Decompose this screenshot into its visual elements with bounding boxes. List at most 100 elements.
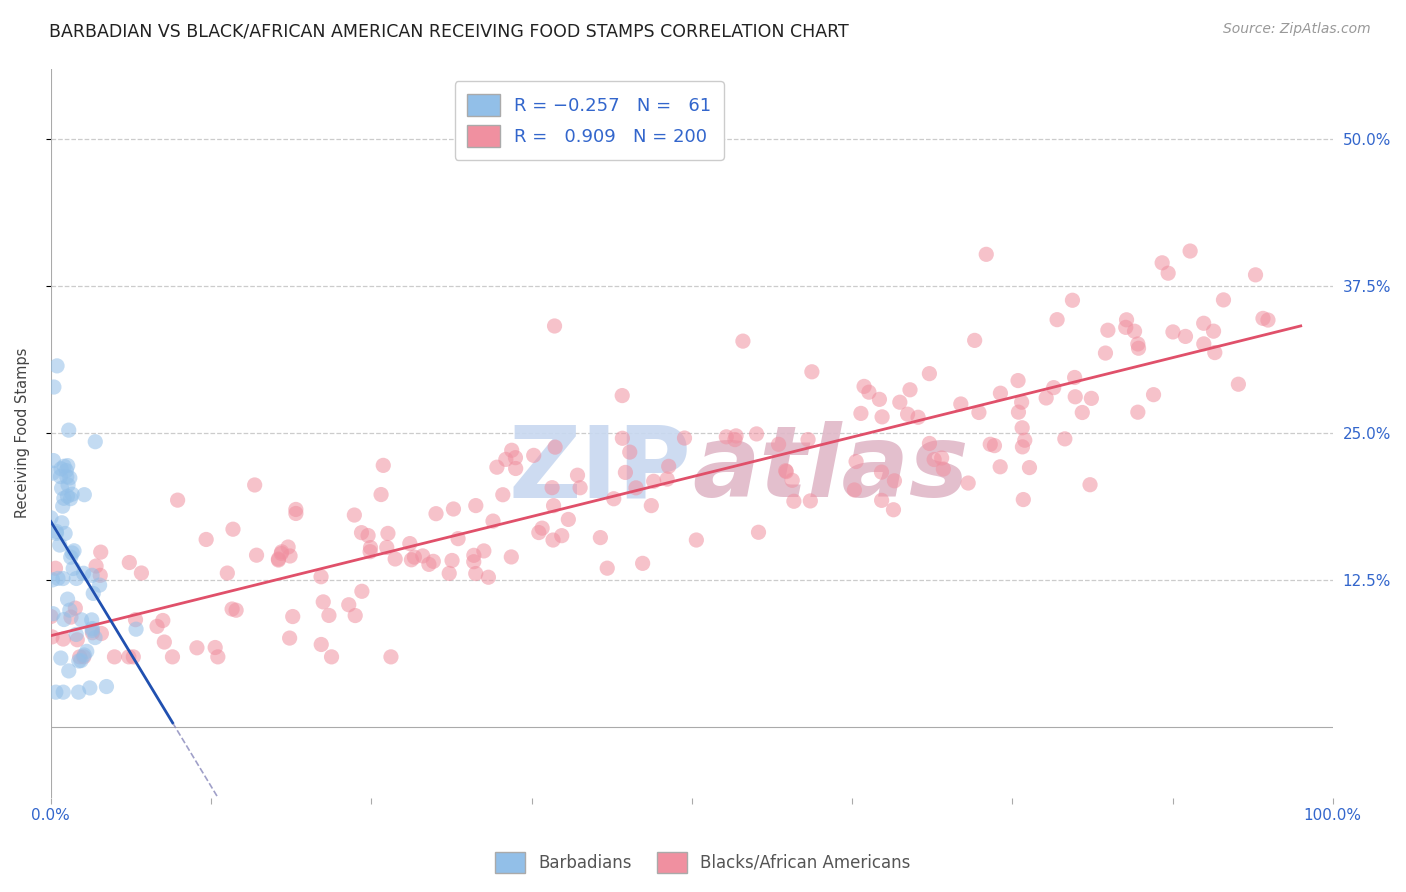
Point: [118, 649, 141, 664]
Point: [849, 406, 872, 420]
Point: [1157, 266, 1180, 280]
Point: [46, 571, 69, 585]
Point: [377, 526, 399, 541]
Point: [482, 514, 505, 528]
Point: [441, 553, 464, 567]
Point: [1115, 313, 1137, 327]
Point: [122, 649, 145, 664]
Point: [543, 499, 565, 513]
Point: [80, 613, 103, 627]
Point: [118, 556, 141, 570]
Point: [162, 649, 184, 664]
Point: [73, 648, 96, 662]
Point: [60, 487, 83, 501]
Point: [868, 392, 890, 407]
Point: [1128, 341, 1150, 355]
Point: [1012, 492, 1035, 507]
Point: [983, 439, 1005, 453]
Point: [56, 478, 79, 492]
Point: [124, 613, 146, 627]
Point: [41, 466, 63, 480]
Point: [1097, 323, 1119, 337]
Point: [204, 640, 226, 655]
Point: [725, 429, 748, 443]
Point: [603, 491, 626, 506]
Point: [619, 445, 641, 459]
Point: [221, 602, 243, 616]
Point: [501, 549, 523, 564]
Point: [53, 526, 76, 541]
Point: [747, 525, 769, 540]
Point: [612, 388, 634, 402]
Point: [988, 459, 1011, 474]
Point: [1123, 324, 1146, 338]
Point: [907, 410, 929, 425]
Point: [800, 365, 823, 379]
Point: [370, 487, 392, 501]
Point: [344, 608, 367, 623]
Point: [589, 531, 612, 545]
Point: [1062, 293, 1084, 308]
Point: [284, 507, 307, 521]
Point: [343, 508, 366, 522]
Point: [55, 464, 77, 478]
Point: [918, 367, 941, 381]
Point: [186, 640, 208, 655]
Point: [42, 453, 65, 467]
Point: [153, 635, 176, 649]
Point: [90, 545, 112, 559]
Point: [797, 433, 820, 447]
Point: [45, 524, 67, 539]
Point: [49, 651, 72, 665]
Point: [51, 516, 73, 530]
Point: [59, 491, 82, 506]
Point: [42, 607, 65, 621]
Point: [267, 552, 290, 566]
Point: [931, 450, 953, 465]
Point: [745, 426, 768, 441]
Point: [1042, 381, 1064, 395]
Point: [990, 386, 1012, 401]
Point: [412, 549, 434, 563]
Point: [49, 469, 72, 483]
Point: [569, 481, 592, 495]
Point: [84, 434, 107, 449]
Point: [42, 380, 65, 394]
Point: [624, 481, 647, 495]
Point: [270, 545, 292, 559]
Point: [82, 568, 104, 582]
Point: [222, 522, 245, 536]
Point: [309, 570, 332, 584]
Point: [472, 544, 495, 558]
Point: [58, 664, 80, 678]
Point: [1046, 312, 1069, 326]
Point: [543, 318, 565, 333]
Point: [1007, 405, 1029, 419]
Point: [65, 571, 87, 585]
Point: [41, 630, 63, 644]
Point: [541, 533, 564, 547]
Point: [495, 452, 517, 467]
Point: [59, 603, 82, 617]
Point: [52, 685, 75, 699]
Point: [225, 603, 247, 617]
Point: [1094, 346, 1116, 360]
Point: [799, 494, 821, 508]
Point: [463, 549, 485, 563]
Point: [883, 474, 905, 488]
Point: [531, 521, 554, 535]
Point: [277, 540, 299, 554]
Point: [152, 614, 174, 628]
Point: [62, 561, 84, 575]
Point: [59, 471, 82, 485]
Point: [49, 461, 72, 475]
Point: [492, 488, 515, 502]
Point: [56, 458, 79, 473]
Point: [63, 543, 86, 558]
Point: [39, 609, 62, 624]
Text: ZIP: ZIP: [509, 421, 692, 518]
Point: [70, 654, 93, 668]
Point: [125, 622, 148, 636]
Point: [631, 557, 654, 571]
Point: [1202, 324, 1225, 338]
